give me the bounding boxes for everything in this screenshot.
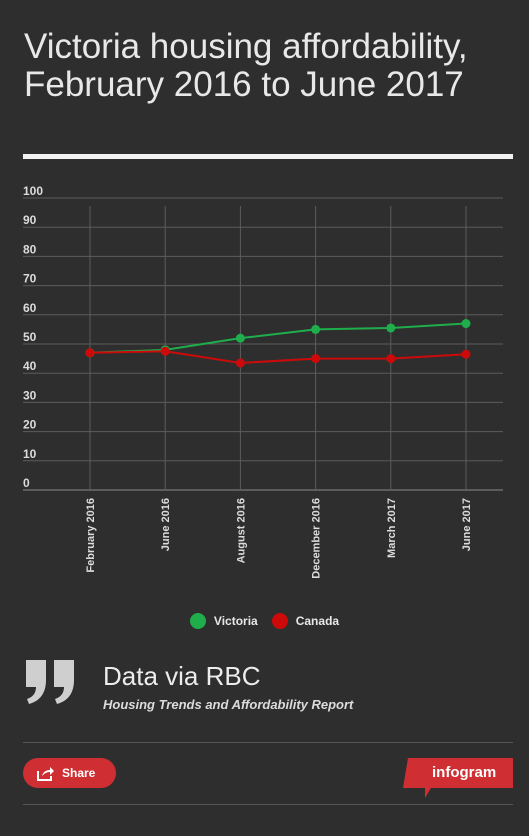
- y-tick-label: 10: [23, 447, 37, 461]
- x-tick-label: December 2016: [311, 498, 323, 579]
- data-point-victoria: [235, 333, 245, 343]
- data-point-victoria: [461, 319, 471, 329]
- share-icon: [37, 766, 54, 781]
- data-point-canada: [235, 358, 245, 368]
- infogram-label[interactable]: infogram: [432, 764, 497, 781]
- chart-title: Victoria housing affordability, February…: [24, 27, 468, 104]
- data-point-canada: [85, 348, 95, 358]
- y-tick-label: 80: [23, 242, 37, 256]
- y-tick-label: 90: [23, 213, 37, 227]
- infogram-logo[interactable]: [403, 758, 513, 798]
- legend-swatch: [271, 613, 288, 629]
- y-tick-label: 20: [23, 418, 37, 432]
- y-tick-label: 30: [23, 388, 37, 402]
- legend-item-victoria[interactable]: Victoria: [189, 613, 258, 629]
- series-line-victoria: [89, 322, 467, 354]
- x-tick-label: June 2017: [461, 498, 473, 551]
- y-tick-label: 50: [23, 330, 37, 344]
- source-subtitle: Housing Trends and Affordability Report: [103, 697, 354, 712]
- legend-item-canada[interactable]: Canada: [271, 613, 340, 629]
- y-tick-label: 40: [23, 359, 37, 373]
- data-point-canada: [160, 346, 170, 356]
- x-tick-label: August 2016: [235, 498, 247, 563]
- divider-bottom: [23, 804, 513, 805]
- y-tick-label: 60: [23, 301, 37, 315]
- quote-icon: [26, 660, 74, 704]
- divider-top: [23, 742, 513, 743]
- share-label: Share: [62, 766, 96, 780]
- y-tick-label: 0: [23, 476, 30, 490]
- y-tick-label: 70: [23, 272, 37, 286]
- x-tick-label: February 2016: [85, 498, 97, 573]
- legend-swatch: [189, 613, 206, 629]
- x-tick-label: June 2016: [160, 498, 172, 551]
- line-chart: 0 10 20 30 40 50 60 70 80 90 100 February 2016 June …: [23, 184, 503, 579]
- data-point-canada: [386, 354, 396, 364]
- data-point-canada: [311, 354, 321, 364]
- legend-label: Canada: [295, 614, 340, 628]
- data-point-canada: [461, 349, 471, 359]
- x-tick-label: March 2017: [386, 498, 398, 558]
- share-button[interactable]: Share: [23, 758, 116, 788]
- legend: Victoria Canada: [0, 613, 529, 629]
- y-tick-label: 100: [23, 184, 43, 198]
- data-point-victoria: [386, 323, 396, 333]
- data-point-victoria: [311, 324, 321, 334]
- title-underline: [23, 154, 513, 159]
- source-title: Data via RBC: [103, 661, 261, 691]
- legend-label: Victoria: [213, 614, 258, 628]
- series-line-canada: [89, 350, 467, 364]
